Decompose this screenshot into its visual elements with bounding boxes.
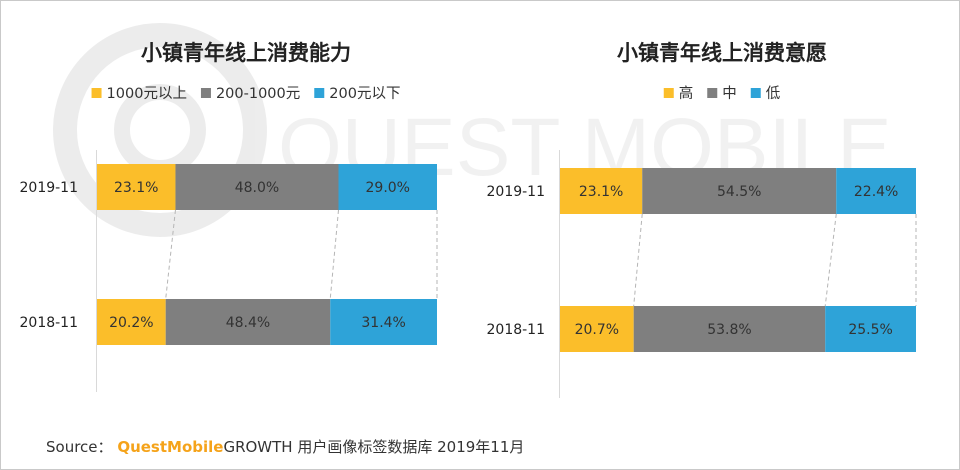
chart1-bar-1-2: [330, 299, 437, 345]
chart2-legend-swatch-2: [750, 88, 761, 98]
chart2-legend-swatch-0: [663, 88, 674, 98]
chart1-category-label-1: 2018-11: [20, 315, 79, 331]
chart1-data-label-0-0: 23.1%: [114, 180, 158, 196]
source-rest: GROWTH 用户画像标签数据库 2019年11月: [223, 438, 525, 456]
chart1-data-label-0-1: 48.0%: [235, 180, 279, 196]
chart2-legend-label-0: 高: [679, 85, 694, 102]
chart2-data-label-0-1: 54.5%: [717, 184, 761, 200]
chart2-legend-label-1: 中: [722, 85, 737, 102]
chart1-bar-1-1: [165, 299, 331, 345]
chart2-bar-0-0: [560, 168, 643, 214]
chart1-bar-0-2: [338, 164, 437, 210]
chart2-connector-0: [633, 213, 643, 307]
chart1-category-label-0: 2019-11: [20, 180, 79, 196]
chart2-legend-swatch-1: [707, 88, 718, 98]
chart1-legend-swatch-1: [200, 88, 211, 98]
chart1-legend-label-0: 1000元以上: [107, 85, 187, 102]
chart2-category-label-1: 2018-11: [487, 322, 546, 338]
chart2-data-label-1-2: 25.5%: [848, 322, 892, 338]
chart2-bar-0-1: [642, 168, 837, 214]
chart2-data-label-0-2: 22.4%: [854, 184, 898, 200]
chart1-data-label-0-2: 29.0%: [366, 180, 410, 196]
chart1-connector-0: [165, 209, 176, 300]
chart2-bar-1-1: [633, 306, 826, 352]
source-prefix: Source：: [46, 438, 113, 456]
chart2-data-label-1-0: 20.7%: [575, 322, 619, 338]
chart2-bar-1-2: [825, 306, 916, 352]
source-brand: QuestMobile: [117, 438, 224, 456]
chart2-bar-0-2: [836, 168, 916, 214]
chart1-bar-0-1: [175, 164, 339, 210]
chart1-connector-1: [329, 209, 339, 300]
chart1-legend-swatch-2: [314, 88, 325, 98]
chart1-data-label-1-2: 31.4%: [361, 315, 405, 331]
chart2-title: 小镇青年线上消费意愿: [617, 41, 827, 65]
chart1-title: 小镇青年线上消费能力: [141, 41, 351, 65]
chart1-legend-label-2: 200元以下: [329, 86, 400, 102]
chart2-data-label-1-1: 53.8%: [707, 322, 751, 338]
chart2-connector-1: [824, 213, 837, 307]
chart2-category-label-0: 2019-11: [487, 184, 546, 200]
chart2-data-label-0-0: 23.1%: [579, 184, 623, 200]
chart1-data-label-1-0: 20.2%: [109, 315, 153, 331]
chart1-legend-label-1: 200-1000元: [216, 86, 300, 102]
chart1-legend-swatch-0: [91, 88, 102, 98]
chart1-data-label-1-1: 48.4%: [226, 315, 270, 331]
chart2-legend-label-2: 低: [766, 85, 781, 102]
chart2-bar-1-0: [560, 306, 634, 352]
chart1-bar-1-0: [97, 299, 166, 345]
chart1-bar-0-0: [97, 164, 176, 210]
source-note: Source： QuestMobileGROWTH 用户画像标签数据库 2019…: [46, 436, 524, 457]
